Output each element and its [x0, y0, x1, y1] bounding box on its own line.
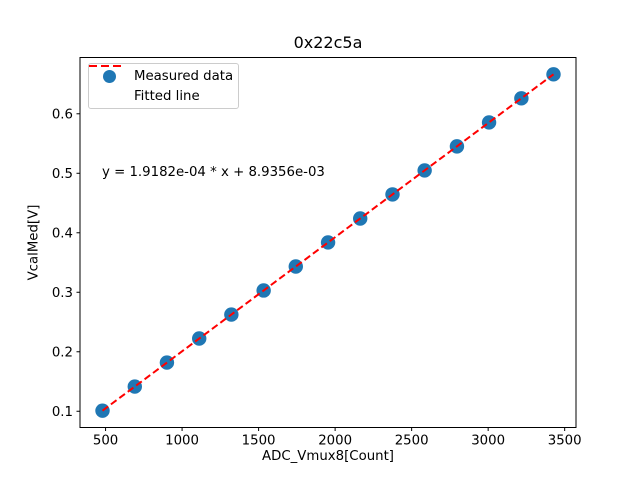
chart-title: 0x22c5a [293, 33, 363, 52]
y-tick-label: 0.5 [52, 167, 73, 182]
x-tick-label: 1000 [165, 434, 199, 449]
axes-frame [79, 57, 577, 428]
x-tick-label: 2500 [395, 434, 429, 449]
x-tick-label: 500 [93, 434, 118, 449]
measured-data-marker-icon [92, 69, 126, 83]
x-tick-label: 3500 [548, 434, 582, 449]
legend-label: Fitted line [134, 88, 200, 104]
legend-entry-fitted-line: Fitted line [89, 65, 238, 106]
y-tick-label: 0.1 [52, 405, 73, 420]
data-point [320, 235, 336, 250]
x-tick-label: 2000 [318, 434, 352, 449]
data-point [481, 115, 497, 130]
data-point [514, 91, 529, 106]
legend-label: Measured data [134, 68, 234, 84]
data-point [127, 379, 142, 394]
legend: Measured data Fitted line [88, 63, 239, 109]
x-tick-label: 1500 [242, 434, 276, 449]
y-tick-label: 0.3 [52, 286, 73, 301]
x-axis-label: ADC_Vmux8[Count] [262, 449, 394, 464]
data-point [288, 259, 303, 274]
scatter-marker-icon [102, 69, 116, 83]
y-tick-label: 0.2 [52, 346, 73, 361]
y-tick-label: 0.6 [52, 108, 73, 123]
legend-entry-measured-data: Measured data [89, 67, 238, 86]
y-axis-label: VcalMed[V] [26, 204, 42, 281]
y-tick-label: 0.4 [52, 227, 73, 242]
dashed-line-icon [89, 65, 121, 67]
fitted-line [101, 73, 555, 412]
fit-equation-annotation: y = 1.9182e-04 * x + 8.9356e-03 [102, 165, 325, 180]
data-point [95, 403, 110, 418]
x-tick-label: 3000 [471, 434, 505, 449]
